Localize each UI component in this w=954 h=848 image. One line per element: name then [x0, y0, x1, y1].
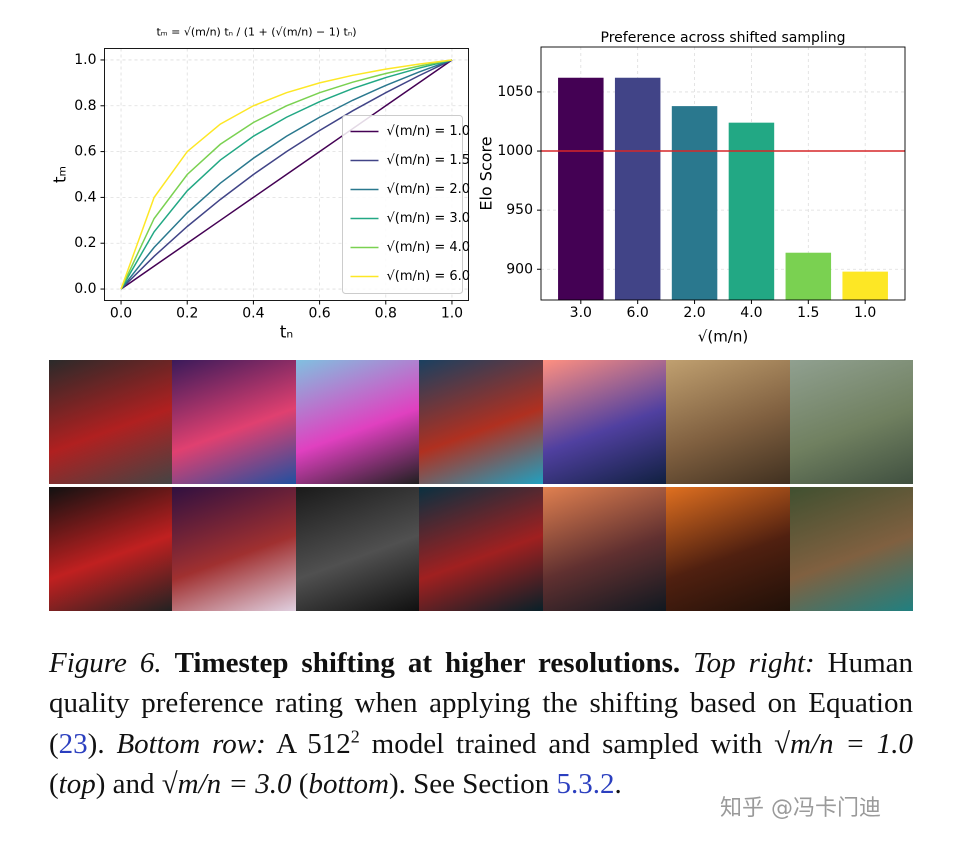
image-tile — [49, 487, 173, 611]
bar — [728, 122, 775, 301]
caption-text: bottom — [308, 768, 389, 801]
caption-text: ). See Section — [389, 768, 550, 801]
y-tick-label: 900 — [506, 261, 533, 277]
y-tick-label: 0.2 — [74, 235, 96, 251]
x-tick-label: 0.8 — [375, 306, 397, 322]
x-tick-label: 4.0 — [740, 305, 762, 321]
image-tile — [295, 487, 420, 611]
y-tick-label: 1.0 — [74, 52, 96, 68]
charts: 0.0 0.2 0.4 0.6 0.8 1.0 0.0 0.2 0.4 0.6 0.8 1.0 √(m/… — [51, 26, 906, 346]
x-tick-label: 1.0 — [854, 305, 876, 321]
x-axis-label: √(m/n) — [698, 328, 748, 346]
image-tile — [789, 360, 913, 484]
caption-text: Top right: — [693, 647, 815, 679]
y-axis-label: tₘ — [51, 166, 71, 183]
equation-ref[interactable]: 23 — [58, 727, 88, 760]
caption-text: ( — [49, 768, 59, 801]
line-series — [120, 59, 453, 290]
watermark: 知乎 @冯卡门迪 — [720, 796, 881, 821]
section-ref[interactable]: 5.3.2 — [556, 768, 615, 801]
legend-label: √(m/n) = 1.5 — [387, 153, 471, 168]
image-tile — [666, 487, 790, 611]
line-series — [120, 59, 453, 290]
legend-label: √(m/n) = 6.0 — [387, 269, 471, 284]
y-tick-label: 0.4 — [74, 189, 96, 205]
y-tick-label: 1000 — [497, 143, 533, 159]
image-grid — [49, 360, 913, 611]
caption-text: Bottom row: — [116, 727, 266, 760]
x-tick-label: 3.0 — [570, 305, 592, 321]
x-tick-label: 1.5 — [797, 305, 819, 321]
x-tick-label: 0.0 — [110, 306, 132, 322]
caption-math: √m/n = 3.0 — [161, 768, 292, 801]
caption-text: 2 — [350, 726, 360, 747]
x-tick-label: 0.2 — [176, 306, 198, 322]
image-tile — [49, 360, 173, 484]
plot-frame — [540, 46, 906, 301]
y-tick-label: 0.8 — [74, 98, 96, 114]
x-tick-label: 6.0 — [627, 305, 649, 321]
line-series — [120, 59, 453, 290]
image-tile — [295, 360, 420, 484]
x-tick-label: 0.6 — [308, 306, 330, 322]
bar — [842, 271, 888, 300]
x-axis-label: tₙ — [280, 323, 293, 343]
legend-label: √(m/n) = 2.0 — [387, 182, 471, 197]
chart-title: Preference across shifted sampling — [601, 30, 846, 46]
bar — [785, 252, 832, 300]
caption-title: Timestep shifting at higher resolutions. — [174, 647, 681, 679]
legend-label: √(m/n) = 3.0 — [387, 211, 471, 226]
bar — [671, 106, 718, 300]
legend-box — [342, 115, 463, 294]
image-tile — [666, 360, 790, 484]
y-tick-label: 0.0 — [74, 281, 96, 297]
caption-text: ( — [298, 768, 309, 801]
y-tick-label: 1050 — [497, 84, 533, 100]
caption-text: . — [614, 768, 622, 801]
y-tick-label: 0.6 — [74, 144, 96, 160]
image-tile — [419, 487, 543, 611]
y-axis-label: Elo Score — [477, 136, 496, 210]
legend-label: √(m/n) = 1.0 — [387, 124, 471, 139]
figure-label: Figure 6. — [49, 647, 162, 679]
y-tick-label: 950 — [506, 202, 533, 218]
x-tick-label: 0.4 — [242, 306, 264, 322]
caption-text: ). — [87, 727, 105, 760]
plot-frame — [104, 48, 469, 301]
x-tick-label: 1.0 — [441, 306, 463, 322]
caption-text: A 512 — [276, 727, 351, 760]
bar — [614, 77, 661, 301]
caption-text: ) and — [95, 768, 155, 801]
line-series — [120, 59, 453, 290]
legend-label: √(m/n) = 4.0 — [387, 240, 471, 255]
line-series — [120, 59, 453, 290]
image-tile — [542, 360, 667, 484]
caption-math: √m/n = 1.0 — [774, 727, 914, 760]
image-tile — [789, 487, 913, 611]
bar — [558, 77, 604, 301]
chart-title: tₘ = √(m/n) tₙ / (1 + (√(m/n) − 1) tₙ) — [156, 26, 356, 39]
line-series — [120, 59, 453, 290]
caption-text: model trained and sampled with — [371, 727, 763, 760]
image-tile — [172, 360, 296, 484]
caption-text: Human quality preference rating when app… — [49, 647, 914, 760]
x-tick-label: 2.0 — [683, 305, 705, 321]
caption-text: top — [58, 768, 96, 801]
image-tile — [419, 360, 543, 484]
image-tile — [172, 487, 296, 611]
caption: Figure 6. Timestep shifting at higher re… — [49, 643, 913, 805]
image-tile — [542, 487, 667, 611]
